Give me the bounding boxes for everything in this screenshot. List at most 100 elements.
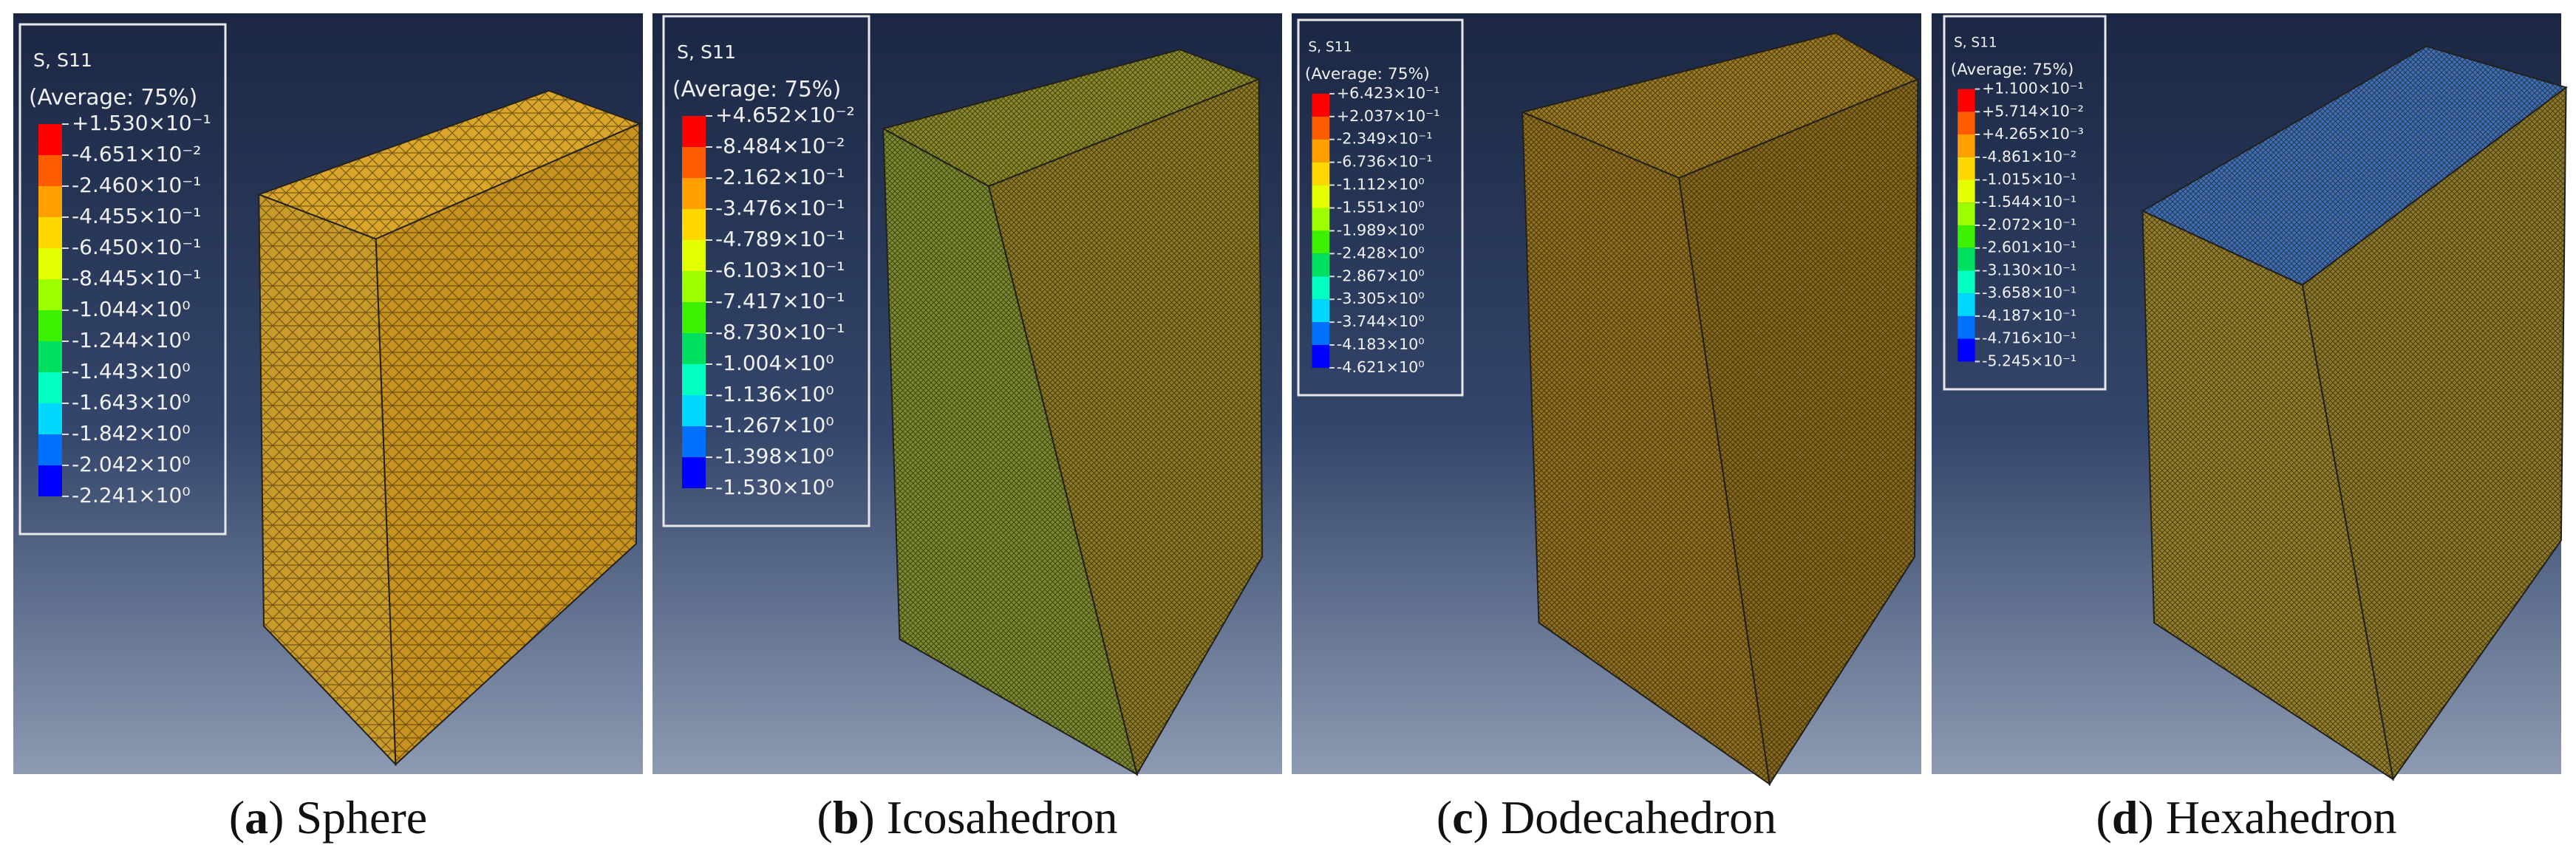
legend: S, S11 (Average: 75%)+4.652×10⁻² -8.484×10… bbox=[662, 15, 870, 527]
mesh-overlay bbox=[2142, 46, 2566, 285]
legend-swatch bbox=[1312, 208, 1330, 231]
legend-swatch bbox=[1312, 322, 1330, 346]
legend-label: -8.730×10⁻¹ bbox=[715, 320, 845, 344]
legend-swatch bbox=[682, 333, 706, 364]
caption-open: ( bbox=[229, 791, 245, 844]
legend-label: -1.544×10⁻¹ bbox=[1982, 193, 2076, 211]
legend-swatch bbox=[1957, 202, 1975, 225]
legend-label: -2.428×10⁰ bbox=[1337, 244, 1425, 261]
legend-label: +5.714×10⁻² bbox=[1982, 102, 2084, 120]
legend-label: -1.267×10⁰ bbox=[715, 413, 834, 437]
legend-label: -1.443×10⁰ bbox=[72, 359, 191, 383]
legend-label: -2.162×10⁻¹ bbox=[715, 165, 845, 189]
caption-close: ) bbox=[2138, 791, 2153, 844]
legend-label: -4.455×10⁻¹ bbox=[72, 204, 201, 228]
caption-name: Hexahedron bbox=[2154, 791, 2397, 844]
mesh-overlay bbox=[2302, 87, 2566, 779]
legend: S, S11 (Average: 75%)+1.100×10⁻¹ +5.714×10… bbox=[1943, 15, 2107, 391]
legend-label: -4.183×10⁰ bbox=[1337, 335, 1425, 353]
mesh-overlay bbox=[259, 194, 396, 764]
legend-swatch bbox=[38, 465, 62, 496]
legend-label: -8.484×10⁻² bbox=[715, 134, 845, 158]
legend-label: -1.989×10⁰ bbox=[1337, 221, 1425, 239]
legend-label: -4.789×10⁻¹ bbox=[715, 227, 845, 251]
legend-swatch bbox=[682, 426, 706, 457]
legend-label: -2.349×10⁻¹ bbox=[1337, 130, 1433, 148]
legend: S, S11 (Average: 75%)+6.423×10⁻¹ +2.037×10… bbox=[1297, 18, 1464, 397]
legend-label: -2.601×10⁻¹ bbox=[1982, 239, 2076, 256]
legend-label: +1.100×10⁻¹ bbox=[1982, 80, 2084, 98]
legend-title: S, S11 bbox=[33, 49, 92, 71]
legend-swatch bbox=[38, 155, 62, 186]
legend-label: +2.037×10⁻¹ bbox=[1337, 107, 1440, 125]
legend-subtitle: (Average: 75%) bbox=[29, 85, 197, 110]
legend-title: S, S11 bbox=[1954, 35, 1997, 51]
legend-label: -4.621×10⁰ bbox=[1337, 358, 1425, 376]
legend-swatch bbox=[682, 364, 706, 395]
legend-swatch bbox=[1957, 134, 1975, 157]
legend-swatch bbox=[1957, 157, 1975, 180]
legend-label: -3.658×10⁻¹ bbox=[1982, 284, 2076, 301]
legend-label: -6.736×10⁻¹ bbox=[1337, 153, 1433, 171]
legend-swatch bbox=[682, 457, 706, 488]
caption-name: Icosahedron bbox=[875, 791, 1118, 844]
caption-name: Dodecahedron bbox=[1489, 791, 1776, 844]
legend-swatch bbox=[1957, 315, 1975, 339]
panel: S, S11 (Average: 75%)+1.530×10⁻¹ -4.651×10… bbox=[13, 13, 643, 844]
legend-swatch bbox=[1312, 230, 1330, 254]
legend-label: -6.450×10⁻¹ bbox=[72, 235, 201, 259]
legend-swatch bbox=[38, 434, 62, 465]
panels: S, S11(Average: 75%)+1.530×10⁻¹-4.651×10… bbox=[13, 13, 2568, 844]
legend-swatch bbox=[1312, 162, 1330, 185]
mesh-overlay bbox=[988, 79, 1263, 775]
legend-label: -1.398×10⁰ bbox=[715, 444, 834, 468]
legend-frame bbox=[18, 23, 227, 536]
legend-label: -2.241×10⁰ bbox=[72, 483, 191, 507]
legend-label: -2.072×10⁻¹ bbox=[1982, 216, 2076, 233]
legend-swatch bbox=[1312, 253, 1330, 277]
legend-label: -2.867×10⁰ bbox=[1337, 267, 1425, 284]
caption-open: ( bbox=[2096, 791, 2112, 844]
legend-swatch bbox=[1957, 112, 1975, 135]
legend-label: -3.744×10⁰ bbox=[1337, 312, 1425, 330]
mesh-overlay bbox=[259, 90, 640, 239]
legend-swatch bbox=[682, 178, 706, 209]
legend-label: -5.245×10⁻¹ bbox=[1982, 352, 2076, 369]
legend-frame bbox=[662, 15, 870, 527]
legend-swatch bbox=[682, 302, 706, 333]
legend-label: -2.042×10⁰ bbox=[72, 452, 191, 476]
legend-swatch bbox=[682, 147, 706, 178]
mesh-overlay bbox=[883, 49, 1259, 187]
legend-swatch bbox=[38, 124, 62, 155]
caption: (a) Sphere bbox=[229, 791, 427, 844]
legend-label: +6.423×10⁻¹ bbox=[1337, 84, 1440, 102]
legend-label: -4.187×10⁻¹ bbox=[1982, 307, 2076, 324]
mesh-overlay bbox=[375, 123, 640, 764]
legend-subtitle: (Average: 75%) bbox=[1305, 65, 1430, 83]
legend-label: +1.530×10⁻¹ bbox=[72, 111, 211, 135]
legend-swatch bbox=[1957, 338, 1975, 362]
caption-letter: b bbox=[833, 791, 859, 844]
legend-label: -1.004×10⁰ bbox=[715, 351, 834, 375]
legend-subtitle: (Average: 75%) bbox=[1951, 61, 2074, 79]
caption: (d) Hexahedron bbox=[2096, 791, 2397, 844]
legend-label: -4.716×10⁻¹ bbox=[1982, 329, 2076, 347]
legend-swatch bbox=[1957, 225, 1975, 248]
caption: (c) Dodecahedron bbox=[1437, 791, 1776, 844]
mesh-overlay bbox=[1522, 33, 1918, 179]
legend-swatch bbox=[38, 279, 62, 310]
legend-swatch bbox=[682, 395, 706, 426]
legend-swatch bbox=[1312, 116, 1330, 140]
legend-label: -3.305×10⁰ bbox=[1337, 290, 1425, 307]
mesh-overlay bbox=[2142, 211, 2393, 779]
panel: S, S11 (Average: 75%)+4.652×10⁻² -8.484×10… bbox=[652, 13, 1282, 844]
legend-swatch bbox=[1312, 299, 1330, 323]
legend-label: -1.643×10⁰ bbox=[72, 390, 191, 414]
caption-open: ( bbox=[1437, 791, 1452, 844]
caption-letter: c bbox=[1452, 791, 1473, 844]
legend-label: -4.861×10⁻² bbox=[1982, 148, 2076, 165]
legend-swatch bbox=[1312, 276, 1330, 300]
caption-letter: d bbox=[2112, 791, 2139, 844]
legend-label: -1.842×10⁰ bbox=[72, 421, 191, 445]
legend-swatch bbox=[682, 271, 706, 302]
